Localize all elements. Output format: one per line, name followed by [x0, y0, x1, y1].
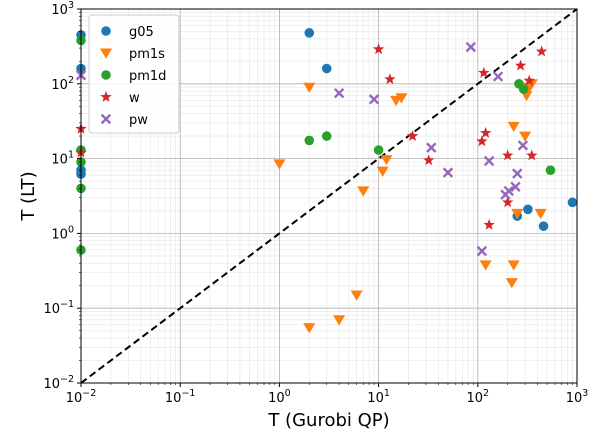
data-point-pm1d [373, 145, 384, 155]
data-point-g05 [304, 28, 315, 38]
legend-marker-g05 [101, 26, 111, 36]
data-point-w [479, 126, 492, 138]
x-tick-label: 10−2 [66, 388, 97, 406]
data-point-g05 [538, 221, 549, 231]
data-point-g05 [321, 63, 332, 74]
legend-label: g05 [129, 25, 154, 40]
legend-label: w [129, 91, 140, 106]
y-tick-label: 103 [51, 0, 74, 18]
y-tick-label: 10−2 [43, 374, 74, 392]
y-tick-label: 100 [51, 224, 74, 242]
data-point-pw [512, 168, 523, 179]
data-point-pw [503, 185, 514, 197]
data-point-pw [517, 140, 529, 151]
data-point-pm1s [519, 131, 532, 142]
x-tick-label: 102 [467, 388, 490, 406]
x-tick-label: 101 [367, 388, 390, 406]
data-point-w [384, 73, 396, 85]
data-point-pm1d [321, 131, 332, 141]
data-point-pw [483, 155, 495, 167]
data-point-pm1s [303, 323, 316, 334]
data-point-pm1s [303, 82, 316, 93]
data-point-pm1s [273, 159, 286, 170]
legend-marker-pm1s [100, 48, 112, 59]
data-point-w [476, 135, 488, 147]
data-point-g05 [523, 204, 533, 215]
data-point-pm1s [376, 166, 389, 177]
data-point-pm1s [534, 208, 547, 220]
legend-label: pw [129, 113, 148, 128]
series-pm1s [273, 79, 547, 334]
data-point-w [501, 149, 514, 161]
y-tick-label: 102 [51, 75, 74, 93]
data-point-w [523, 74, 535, 86]
data-point-pm1s [505, 278, 518, 289]
y-axis-label: T (LT) [18, 171, 39, 221]
data-point-g05 [567, 197, 578, 208]
data-point-pm1s [479, 260, 492, 271]
data-point-pm1d [304, 135, 315, 146]
data-point-pw [492, 71, 504, 82]
data-point-pm1s [333, 315, 346, 326]
data-point-w [514, 59, 527, 71]
data-point-pw [333, 87, 345, 99]
data-point-w [501, 196, 514, 208]
y-tick-label: 10−1 [43, 299, 74, 317]
legend: g05 pm1s pm1d w pw [88, 14, 180, 134]
data-point-pm1d [545, 165, 556, 175]
data-point-pm1s [380, 155, 393, 166]
data-point-pm1s [350, 290, 363, 301]
data-point-pw [368, 94, 380, 105]
data-point-pw [510, 181, 521, 192]
legend-marker-pm1d [101, 70, 111, 80]
data-point-pw [442, 167, 454, 178]
data-point-w [478, 66, 490, 78]
x-axis-label: T (Gurobi QP) [267, 410, 389, 431]
data-point-pm1s [507, 260, 520, 271]
data-point-pw [476, 245, 488, 257]
series-pw [75, 41, 529, 257]
legend-marker-pw [100, 113, 112, 125]
data-point-pm1s [357, 186, 370, 197]
data-point-w [526, 149, 538, 161]
plot-frame [80, 8, 578, 384]
legend-label: pm1s [129, 47, 165, 62]
data-point-w [535, 45, 548, 57]
legend-marker-w [100, 91, 112, 102]
data-point-pm1s [507, 121, 520, 133]
legend-box [88, 14, 180, 134]
data-point-w [423, 154, 435, 166]
tick-layer: 10−2 10−1 100 101 102 103 10−2 10−1 100 101 102 103 [43, 0, 588, 406]
y-tick-label: 101 [51, 150, 74, 168]
data-point-pm1s [395, 93, 408, 104]
data-point-pm1d [518, 84, 529, 94]
data-point-pw [426, 142, 437, 153]
data-point-pm1s [511, 208, 524, 220]
diagonal-reference-line [80, 8, 578, 384]
data-point-w [483, 218, 495, 230]
data-point-pw [465, 41, 476, 53]
legend-label: pm1d [129, 69, 166, 84]
x-tick-label: 10−1 [165, 388, 196, 406]
data-point-w [372, 43, 385, 55]
data-point-w [406, 130, 419, 141]
x-tick-label: 100 [268, 388, 291, 406]
x-tick-label: 103 [566, 388, 589, 406]
reference-line-layer [80, 8, 578, 384]
